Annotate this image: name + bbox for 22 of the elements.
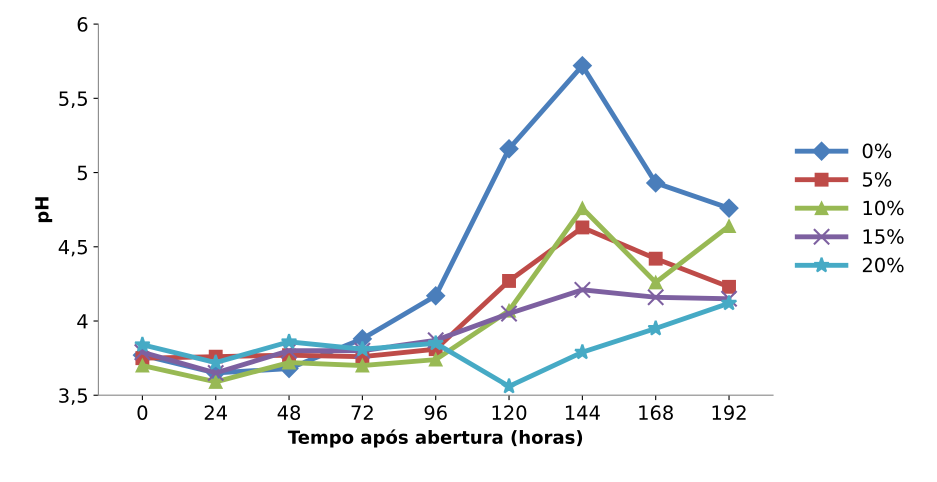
legend-label: 15% [864,229,904,244]
legend-label: 5% [862,172,892,187]
x-tick-label: 72 [352,405,373,420]
x-tick-label: 96 [424,405,447,420]
x-tick-label: 48 [278,405,300,420]
x-tick-label: 168 [639,405,673,420]
x-tick-label: 24 [204,405,227,420]
x-tick-label: 144 [566,406,600,420]
x-tick-label: 192 [712,405,746,420]
y-tick-label: 5,5 [59,92,87,108]
legend-label: 20% [862,258,904,272]
y-tick-label: 4,5 [58,240,87,256]
y-tick-label: 4 [77,314,88,328]
legend-label: 0% [862,144,892,158]
y-tick-label: 6 [78,17,88,32]
x-tick-label: 0 [137,405,148,420]
y-axis-title: pH [35,197,52,222]
y-tick-label: 5 [78,166,87,180]
legend-label: 10% [864,200,904,216]
x-axis-title: Tempo após abertura (horas) [288,429,582,448]
y-tick-label: 3,5 [59,388,87,405]
x-tick-label: 120 [492,405,526,420]
